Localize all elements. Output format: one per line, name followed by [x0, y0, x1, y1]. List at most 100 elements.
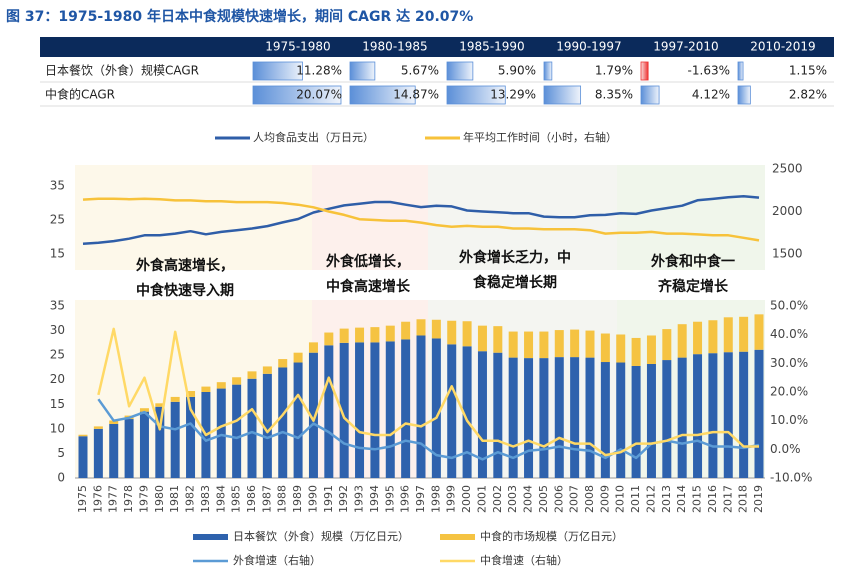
cell-value: 20.07%	[296, 88, 342, 102]
bar	[324, 345, 334, 478]
bar	[631, 337, 641, 366]
x-tick-label: 1987	[260, 485, 273, 513]
x-tick-label: 1976	[91, 485, 104, 513]
y-tick-label: 15	[50, 397, 65, 411]
table-header	[40, 37, 834, 57]
bar	[262, 373, 272, 478]
bar	[201, 386, 211, 392]
data-bar	[737, 85, 751, 105]
x-tick-label: 1986	[245, 485, 258, 513]
y-tick-label: 35	[50, 299, 65, 313]
bar	[646, 363, 656, 478]
cell-value: -1.63%	[688, 64, 730, 78]
bar	[570, 357, 580, 478]
bar	[109, 423, 119, 478]
x-tick-label: 2017	[721, 485, 734, 513]
annotation: 中食快速导入期	[136, 282, 234, 299]
bar	[462, 321, 472, 347]
cell-value: 13.29%	[490, 88, 536, 102]
bar	[554, 330, 564, 358]
bar	[293, 362, 303, 478]
y-tick-label: 0	[57, 471, 65, 485]
x-tick-label: 2018	[737, 485, 750, 513]
y2-tick-label: 2000	[772, 204, 803, 218]
bar	[278, 359, 288, 368]
line-series	[97, 398, 760, 461]
annotation: 外食和中食一	[651, 253, 735, 270]
x-tick-label: 2006	[552, 485, 565, 513]
data-bar	[446, 61, 474, 81]
x-tick-label: 2013	[660, 485, 673, 513]
bar	[539, 358, 549, 478]
bar	[754, 314, 764, 350]
cell-value: 2.82%	[789, 88, 827, 102]
y-tick-label: 35	[50, 179, 65, 193]
legend-label: 外食增速（右轴）	[233, 553, 321, 567]
data-bar	[640, 85, 660, 105]
column-header: 1990-1997	[556, 40, 621, 54]
column-header: 1980-1985	[362, 40, 427, 54]
legend-label: 日本餐饮（外食）规模（万亿日元）	[233, 529, 409, 543]
bar	[385, 341, 395, 478]
bar	[401, 339, 411, 478]
bar	[247, 378, 257, 478]
bar	[186, 396, 196, 478]
x-tick-label: 2010	[614, 485, 627, 513]
x-tick-label: 2007	[568, 485, 581, 513]
x-tick-label: 2005	[537, 485, 550, 513]
x-tick-label: 2009	[598, 485, 611, 513]
bar	[186, 391, 196, 397]
bar	[616, 334, 626, 363]
x-tick-label: 2001	[475, 485, 488, 513]
column-header: 1985-1990	[459, 40, 524, 54]
bar	[339, 342, 349, 478]
cell-value: 5.90%	[498, 64, 536, 78]
legend-label: 中食增速（右轴）	[480, 553, 568, 567]
bar	[355, 327, 365, 343]
bar	[662, 360, 672, 478]
bar	[662, 329, 672, 361]
bar	[585, 357, 595, 478]
x-tick-label: 1978	[122, 485, 135, 513]
x-tick-label: 1993	[353, 485, 366, 513]
bar	[616, 362, 626, 478]
row-label: 中食的CAGR	[45, 87, 115, 102]
annotation: 外食低增长，	[326, 253, 410, 270]
x-tick-label: 2004	[522, 485, 535, 513]
bar	[78, 434, 88, 437]
y2-tick-label: -10.0%	[770, 471, 812, 485]
bar	[723, 352, 733, 478]
cell-value: 8.35%	[595, 88, 633, 102]
figure-title: 图 37：1975-1980 年日本中食规模快速增长，期间 CAGR 达 20.…	[6, 8, 473, 25]
x-tick-label: 1980	[153, 485, 166, 513]
data-bar	[640, 61, 649, 81]
bar	[693, 354, 703, 478]
bar	[477, 351, 487, 478]
line-series	[82, 194, 760, 246]
line-series	[97, 327, 759, 457]
bar	[493, 326, 503, 353]
y2-tick-label: 1500	[772, 247, 803, 261]
x-tick-label: 1989	[291, 485, 304, 513]
x-tick-label: 2003	[506, 485, 519, 513]
x-tick-label: 1999	[445, 485, 458, 513]
x-tick-label: 2015	[691, 485, 704, 513]
annotation: 外食增长乏力，中	[459, 249, 571, 266]
bar	[124, 419, 134, 478]
bar	[370, 342, 380, 478]
bar	[155, 406, 165, 478]
bar	[431, 319, 441, 339]
bar	[93, 426, 103, 429]
data-bar	[737, 61, 744, 81]
bar	[739, 351, 749, 478]
bar	[170, 401, 180, 478]
bar	[708, 353, 718, 478]
x-tick-label: 2012	[644, 485, 657, 513]
bar	[493, 352, 503, 478]
x-tick-label: 1997	[414, 485, 427, 513]
bar	[524, 331, 534, 359]
column-header: 1975-1980	[265, 40, 330, 54]
x-tick-label: 2008	[583, 485, 596, 513]
chart-gap	[75, 270, 765, 300]
bar	[447, 344, 457, 478]
